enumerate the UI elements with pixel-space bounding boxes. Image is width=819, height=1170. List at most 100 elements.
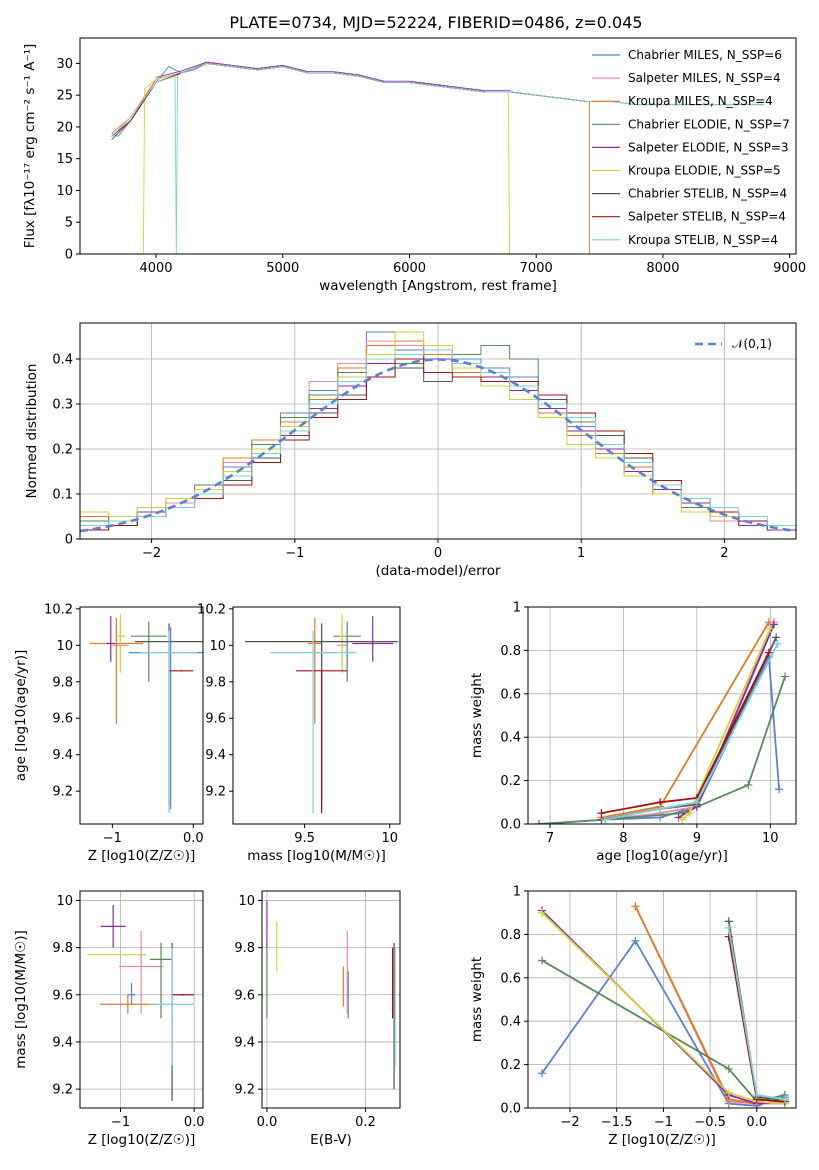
data-point	[275, 946, 278, 949]
data-point	[127, 1003, 129, 1006]
y-tick-label: 25	[56, 89, 73, 104]
y-tick-label: 9.8	[205, 675, 226, 690]
x-tick-label: 10	[382, 831, 399, 846]
panel-residuals	[76, 322, 797, 543]
data-point	[140, 965, 142, 968]
plus-marker	[780, 1095, 789, 1104]
axes-frame	[79, 890, 204, 1109]
x-axis-label: (data-model)/error	[375, 563, 501, 579]
weight-series-9	[604, 643, 779, 821]
plus-marker	[752, 1090, 761, 1099]
y-tick-label: 20	[56, 120, 73, 135]
axes-frame	[261, 890, 401, 1109]
y-tick-label: 30	[56, 57, 73, 72]
data-point	[109, 642, 112, 645]
axes-frame	[527, 606, 797, 825]
y-tick-label: 9.6	[234, 988, 255, 1003]
spectrum-series-4	[155, 62, 511, 93]
y-tick-label: 9.2	[52, 785, 73, 800]
data-point	[394, 1003, 396, 1006]
plus-marker	[724, 923, 733, 932]
panel-mass_vs_ebv	[258, 890, 401, 1112]
y-tick-label: 0.1	[52, 488, 73, 503]
y-tick-label: 0.4	[500, 731, 521, 746]
y-tick-label: 0.3	[52, 398, 73, 413]
axes-frame	[79, 37, 797, 255]
plot-area	[111, 61, 765, 254]
data-point	[266, 958, 268, 961]
plus-marker	[772, 633, 781, 642]
x-axis-label: Z [log10(Z/Z☉)]	[88, 848, 196, 864]
x-tick-label: 4000	[139, 261, 172, 276]
data-point	[147, 635, 150, 637]
legend-label: Kroupa STELIB, N_SSP=4	[628, 233, 778, 247]
x-tick-label: −2	[142, 546, 161, 561]
x-tick-label: 7	[546, 831, 554, 846]
y-tick-label: 10	[238, 894, 255, 909]
x-tick-label: −1	[285, 546, 304, 561]
y-tick-label: 9.4	[205, 748, 226, 763]
y-tick-label: 0.8	[500, 928, 521, 943]
x-tick-label: 6000	[393, 261, 426, 276]
y-tick-label: 9.6	[52, 988, 73, 1003]
plus-marker	[766, 624, 775, 633]
y-tick-label: 9.8	[52, 675, 73, 690]
y-tick-label: 9.6	[205, 712, 226, 727]
data-point	[371, 642, 374, 645]
x-tick-label: 0	[434, 546, 442, 561]
x-tick-label: 0.0	[183, 831, 204, 846]
x-tick-label: 1	[577, 546, 585, 561]
plus-marker	[656, 804, 665, 813]
x-tick-label: 7000	[520, 261, 553, 276]
y-tick-label: 0.6	[500, 971, 521, 986]
axes-frame	[527, 890, 797, 1109]
data-point	[320, 670, 323, 672]
x-tick-label: 8	[619, 831, 627, 846]
data-point	[312, 651, 314, 654]
plus-marker	[780, 672, 789, 681]
legend-label: Salpeter MILES, N_SSP=4	[628, 71, 781, 85]
y-tick-label: 10	[209, 639, 226, 654]
y-tick-label: 10.2	[44, 602, 73, 617]
y-tick-label: 1	[513, 601, 521, 616]
x-tick-label: −1	[654, 1115, 673, 1130]
plus-marker	[674, 813, 683, 822]
spectrum-series-1	[111, 62, 590, 138]
weight-series-6	[681, 628, 772, 821]
plot-area	[80, 331, 796, 539]
y-tick-label: 9.2	[205, 785, 226, 800]
x-axis-label: E(B-V)	[310, 1132, 352, 1148]
data-point	[180, 670, 182, 672]
y-tick-label: 9.6	[52, 712, 73, 727]
x-tick-label: 9000	[773, 261, 806, 276]
spectrum-series-8	[111, 62, 587, 137]
x-tick-label: 8000	[646, 261, 679, 276]
y-axis-label: Normed distribution	[24, 364, 40, 499]
plus-marker	[538, 1069, 547, 1078]
y-axis-label: mass weight	[469, 957, 485, 1042]
data-point	[313, 642, 316, 645]
legend-label: Chabrier ELODIE, N_SSP=7	[628, 117, 790, 131]
x-tick-label: 9.5	[294, 831, 315, 846]
legend-label: Kroupa MILES, N_SSP=4	[628, 94, 773, 108]
plus-marker	[744, 780, 753, 789]
weight-series-1	[538, 653, 781, 824]
y-tick-label: 10.2	[197, 602, 226, 617]
x-tick-label: 2	[720, 546, 728, 561]
x-tick-label: −0.5	[694, 1115, 726, 1130]
y-tick-label: 9.4	[52, 748, 73, 763]
data-point	[391, 993, 394, 996]
plus-marker	[692, 798, 701, 807]
data-point	[130, 993, 133, 996]
plus-marker	[601, 815, 610, 824]
plus-marker	[538, 908, 547, 917]
plus-marker	[685, 809, 694, 818]
legend-label: Chabrier MILES, N_SSP=6	[628, 48, 782, 62]
plus-marker	[535, 820, 544, 824]
y-tick-label: 0.8	[500, 644, 521, 659]
y-axis-label: age [log10(age/yr)]	[13, 650, 29, 782]
plus-marker	[538, 956, 547, 965]
y-tick-label: 10	[56, 639, 73, 654]
legend-label: Chabrier STELIB, N_SSP=4	[628, 187, 787, 201]
axes-frame	[232, 606, 401, 825]
